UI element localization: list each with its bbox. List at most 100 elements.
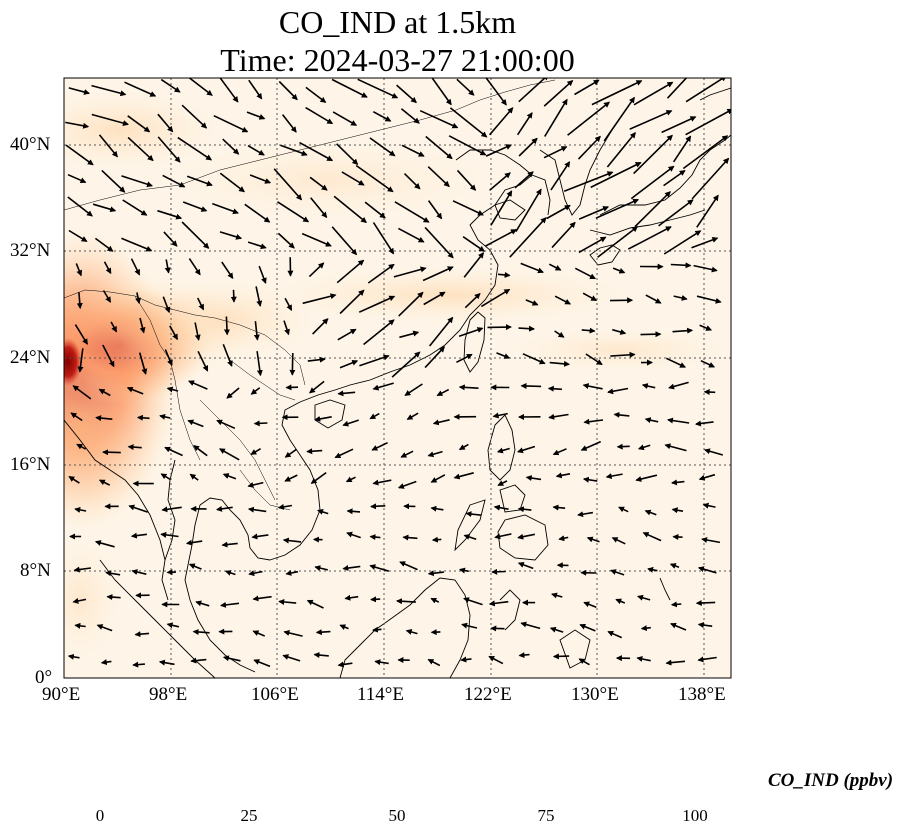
wind-arrow xyxy=(517,506,532,513)
wind-arrow xyxy=(194,322,201,341)
lon-tick-label: 90°E xyxy=(42,684,81,705)
wind-arrow xyxy=(95,415,113,422)
wind-arrow xyxy=(127,136,154,162)
lat-gridlines xyxy=(64,144,731,572)
wind-arrow xyxy=(586,536,600,543)
wind-arrow xyxy=(456,169,477,191)
wind-arrow xyxy=(525,299,539,306)
wind-arrow xyxy=(515,188,542,233)
wind-arrow xyxy=(496,447,510,454)
wind-arrow xyxy=(121,175,153,188)
wind-arrow xyxy=(284,474,298,482)
wind-arrow xyxy=(187,419,204,428)
lon-tick-label: 138°E xyxy=(678,684,726,705)
wind-arrow xyxy=(305,106,334,125)
wind-arrow xyxy=(284,448,297,458)
wind-arrow xyxy=(193,445,208,457)
wind-arrow xyxy=(516,112,533,136)
wind-arrow xyxy=(491,568,506,575)
wind-arrow xyxy=(484,228,517,247)
lon-tick-label: 114°E xyxy=(357,684,404,705)
wind-arrow xyxy=(665,659,686,666)
wind-arrow xyxy=(162,296,171,314)
wind-arrow xyxy=(372,382,394,391)
wind-arrow xyxy=(339,359,359,369)
wind-arrow xyxy=(611,537,626,545)
wind-arrow xyxy=(249,174,272,184)
wind-arrow xyxy=(219,231,243,240)
wind-arrow xyxy=(67,196,93,217)
wind-arrow xyxy=(331,78,368,98)
wind-arrow xyxy=(610,569,625,576)
wind-arrow xyxy=(691,237,719,249)
wind-arrow xyxy=(574,267,596,280)
wind-arrow xyxy=(182,201,208,212)
wind-arrow xyxy=(160,531,179,538)
wind-arrow xyxy=(94,237,114,252)
wind-arrow xyxy=(546,204,571,220)
wind-arrow xyxy=(250,448,262,455)
wind-arrow xyxy=(369,137,396,157)
wind-arrow xyxy=(247,241,267,250)
wind-arrow xyxy=(252,630,266,637)
wind-arrow xyxy=(101,169,126,193)
wind-arrow xyxy=(127,115,151,133)
wind-arrow xyxy=(463,597,483,606)
wind-arrow xyxy=(497,480,508,487)
wind-arrow xyxy=(65,144,94,166)
wind-arrow xyxy=(488,107,514,136)
wind-arrow xyxy=(463,534,477,540)
wind-arrow xyxy=(554,295,571,305)
lon-tick-label: 122°E xyxy=(464,684,512,705)
wind-arrow xyxy=(550,161,571,191)
colorbar-tick-label: 0 xyxy=(95,806,105,825)
wind-arrow xyxy=(583,418,604,425)
wind-arrow xyxy=(309,380,325,394)
wind-arrow xyxy=(372,222,395,255)
wind-arrow xyxy=(127,444,142,451)
wind-arrow xyxy=(658,199,694,227)
wind-arrow xyxy=(391,351,421,378)
wind-arrow xyxy=(496,352,511,359)
wind-arrow xyxy=(399,561,418,571)
wind-arrow xyxy=(247,145,265,156)
wind-arrow xyxy=(357,78,399,99)
wind-arrow xyxy=(672,533,683,540)
wind-arrow xyxy=(697,622,713,629)
wind-arrow xyxy=(661,116,697,134)
wind-arrow xyxy=(188,78,213,96)
wind-arrow xyxy=(400,450,414,458)
wind-arrow xyxy=(518,652,530,659)
wind-arrow xyxy=(520,621,541,630)
wind-arrow xyxy=(603,96,635,142)
wind-arrow xyxy=(520,262,544,274)
wind-arrow xyxy=(341,171,365,186)
wind-arrow xyxy=(337,390,356,397)
colorbar-tick-label: 25 xyxy=(240,806,258,825)
wind-arrow xyxy=(283,630,303,637)
wind-arrow xyxy=(70,412,83,422)
wind-arrow xyxy=(222,655,241,662)
wind-arrow xyxy=(308,262,325,278)
wind-arrow xyxy=(355,164,394,193)
wind-arrow xyxy=(640,331,662,338)
wind-arrow xyxy=(285,570,299,576)
wind-arrow xyxy=(448,135,487,156)
wind-arrow xyxy=(518,78,550,103)
wind-arrow xyxy=(462,236,486,252)
wind-arrow xyxy=(612,267,626,274)
wind-arrow xyxy=(430,505,444,512)
wind-arrow xyxy=(284,297,293,311)
wind-arrow xyxy=(671,479,685,486)
wind-arrow xyxy=(216,505,233,512)
wind-arrow xyxy=(102,290,112,303)
wind-arrow xyxy=(68,229,88,242)
wind-arrow xyxy=(518,137,538,157)
wind-arrow xyxy=(181,104,208,129)
wind-arrow xyxy=(252,595,272,602)
wind-arrow xyxy=(139,317,146,334)
wind-arrow xyxy=(642,532,662,542)
colorbar-label: CO_IND (ppbv) xyxy=(768,770,894,791)
wind-arrow xyxy=(578,236,607,254)
wind-arrow xyxy=(344,594,359,601)
